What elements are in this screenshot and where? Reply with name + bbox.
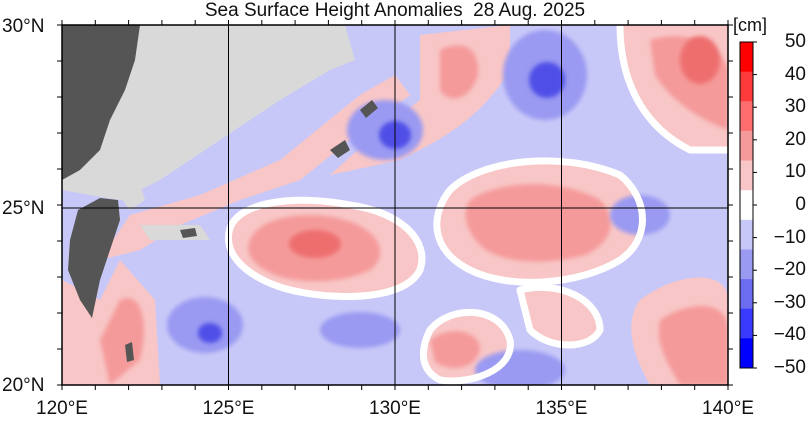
colorbar-segment xyxy=(740,308,753,339)
colorbar-tick-label: 50 xyxy=(784,31,806,52)
colorbar-segment xyxy=(740,130,753,162)
land-ryukyu-3 xyxy=(180,228,197,238)
lon-label-130e: 130°E xyxy=(369,398,421,419)
land-taiwan xyxy=(68,198,120,318)
colorbar-tick-label: 30 xyxy=(784,96,806,118)
colorbar-segment xyxy=(740,338,753,369)
colorbar-tick-label: 10 xyxy=(784,161,806,183)
colorbar-tick-label: −20 xyxy=(773,259,806,281)
colorbar-tick-label: −30 xyxy=(773,291,806,313)
colorbar-segment xyxy=(740,279,753,310)
colorbar-segment xyxy=(740,160,753,191)
lon-label-120e: 120°E xyxy=(36,398,88,419)
lon-label-125e: 125°E xyxy=(202,398,255,419)
colorbar-tick-label: −40 xyxy=(773,324,806,346)
colorbar-segment xyxy=(740,42,753,73)
land xyxy=(62,25,378,362)
lat-label-30n: 30°N xyxy=(2,16,45,37)
lon-label-140e: 140°E xyxy=(702,398,754,419)
land-ryukyu-2 xyxy=(360,100,378,118)
colorbar-segment xyxy=(740,101,753,132)
colorbar-tick-label: 40 xyxy=(784,63,806,85)
axis-ticks xyxy=(57,20,733,390)
colorbar-segment xyxy=(740,71,753,102)
lat-label-25n: 25°N xyxy=(2,198,45,219)
colorbar xyxy=(739,41,757,369)
colorbar-segment xyxy=(740,190,753,221)
anomaly-kuroshio xyxy=(100,75,410,260)
land-island-south xyxy=(125,342,134,362)
colorbar-segment xyxy=(740,219,753,250)
map-title: Sea Surface Height Anomalies 28 Aug. 202… xyxy=(204,0,586,21)
strong-positive xyxy=(100,36,728,385)
colorbar-tick-label: −50 xyxy=(773,357,806,378)
zero-contours xyxy=(225,25,728,385)
lon-label-135e: 135°E xyxy=(535,398,588,419)
peak-positive xyxy=(289,36,720,258)
land-ryukyu-1 xyxy=(330,140,350,158)
colorbar-unit: [cm] xyxy=(733,15,767,35)
colorbar-tick-label: −10 xyxy=(773,226,806,248)
colorbar-tick-label: 20 xyxy=(784,128,806,150)
colorbar-segment xyxy=(740,249,753,280)
graticule xyxy=(62,25,728,385)
lat-label-20n: 20°N xyxy=(2,375,45,396)
colorbar-tick-label: 0 xyxy=(795,194,806,215)
land-china xyxy=(62,25,140,180)
